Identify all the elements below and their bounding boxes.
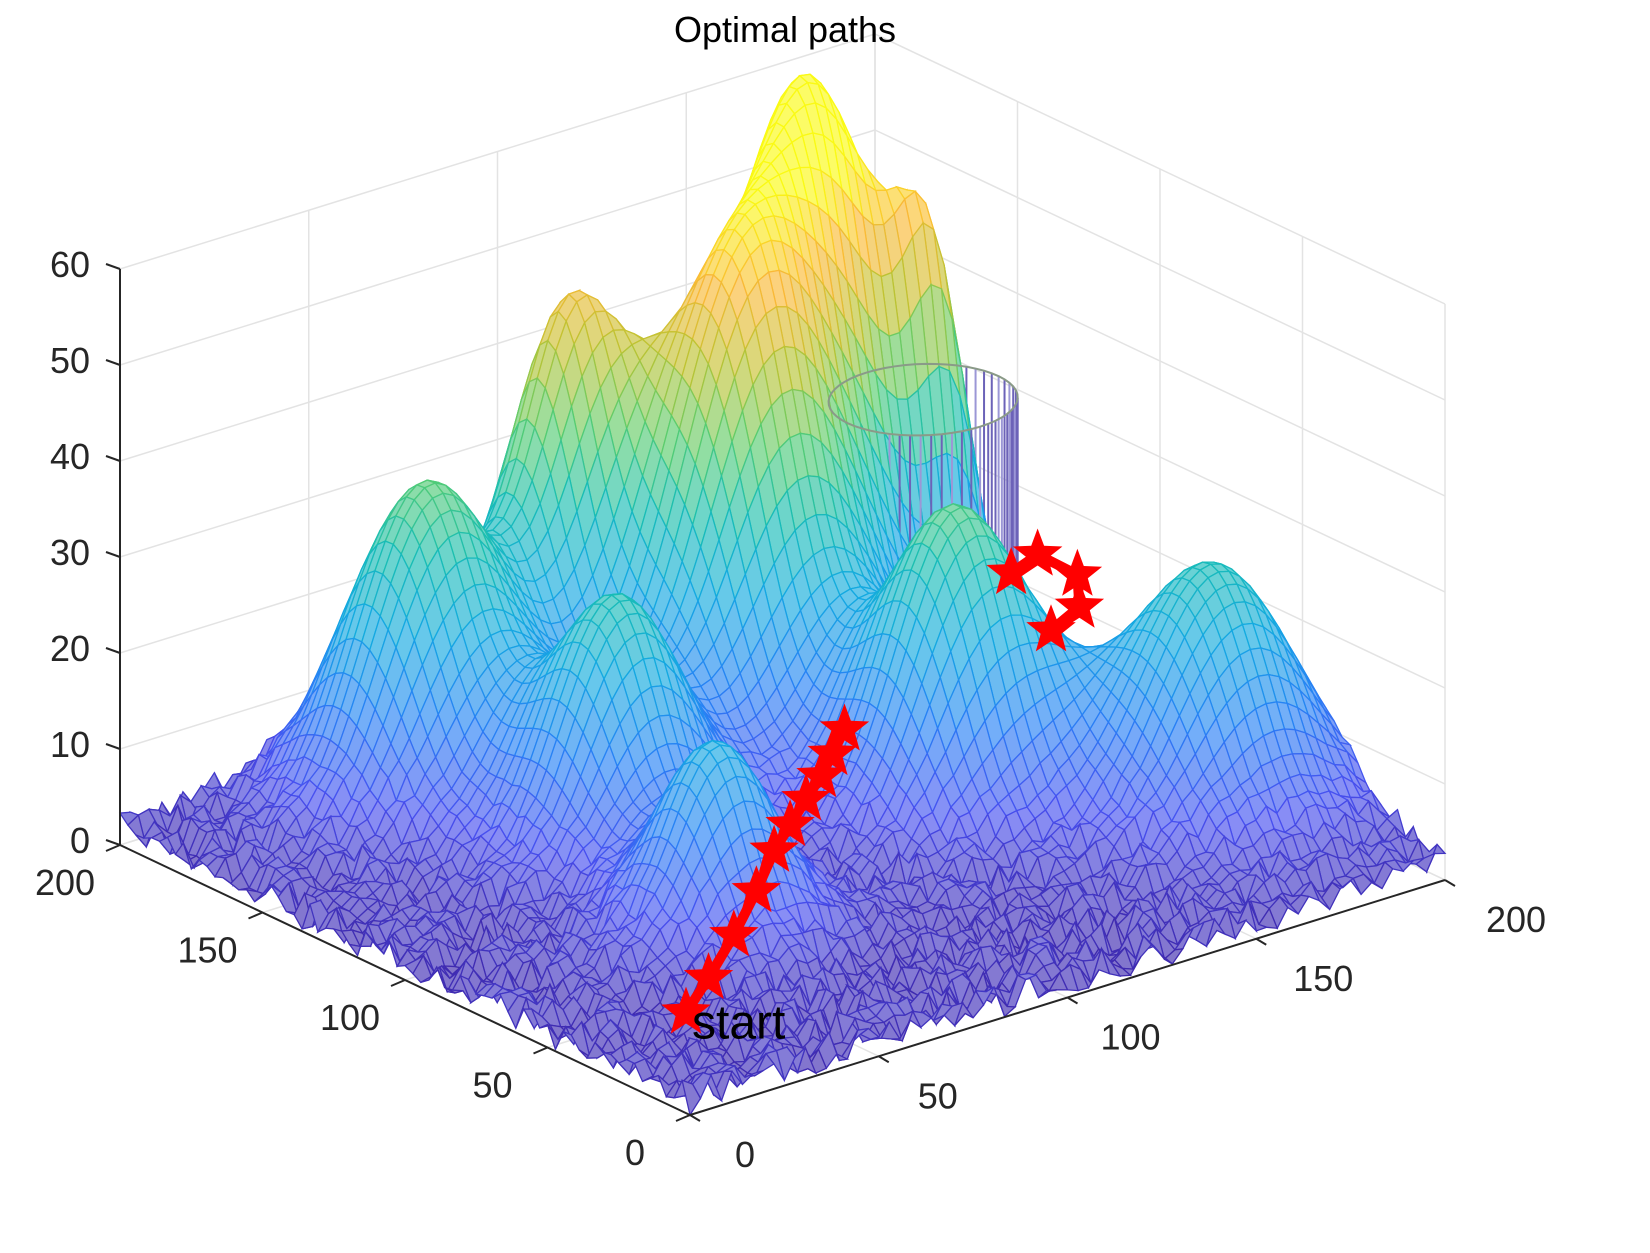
mesh-surface (118, 73, 1447, 1117)
wall-gridline (874, 129, 1446, 401)
wall-gridline (874, 33, 1446, 305)
wall-gridline (119, 33, 876, 270)
wall-gridline (119, 129, 876, 366)
wall-gridline (874, 225, 1446, 497)
